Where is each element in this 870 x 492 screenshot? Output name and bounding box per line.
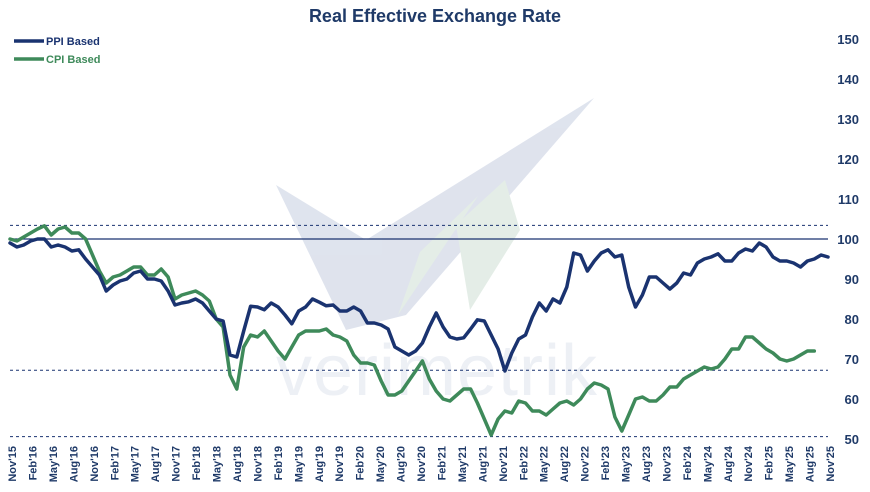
x-tick-label: Nov'21: [498, 446, 510, 482]
watermark-text: verimetrik: [276, 331, 598, 411]
x-tick-label: May'17: [130, 446, 142, 482]
y-axis-ticks: 50 60 70 80 90 100 110 120 130 140 150: [837, 32, 859, 447]
y-tick-label: 100: [837, 232, 859, 247]
x-tick-label: Nov'17: [171, 446, 183, 482]
y-tick-label: 60: [845, 392, 859, 407]
series-line-ppi: [8, 237, 830, 373]
watermark-logo: verimetrik: [276, 98, 598, 411]
x-tick-label: Feb'21: [436, 446, 448, 480]
x-tick-label: Aug'20: [396, 446, 408, 482]
legend-item-cpi: CPI Based: [14, 54, 100, 66]
x-tick-label: Nov'22: [580, 446, 592, 482]
y-tick-label: 70: [845, 352, 859, 367]
x-tick-label: Aug'25: [805, 446, 817, 482]
x-tick-label: Feb'22: [518, 446, 530, 480]
x-tick-label: May'24: [702, 445, 714, 482]
x-tick-label: Nov'20: [416, 446, 428, 482]
x-tick-label: Nov'18: [252, 446, 264, 482]
series-line-cpi: [8, 224, 817, 437]
x-tick-label: May'19: [293, 446, 305, 482]
x-tick-label: May'22: [539, 446, 551, 482]
x-tick-label: Feb'19: [273, 446, 285, 480]
x-tick-label: Nov'23: [661, 446, 673, 482]
x-tick-label: Aug'22: [559, 446, 571, 482]
x-tick-label: Aug'17: [150, 446, 162, 482]
x-tick-label: Nov'19: [334, 446, 346, 482]
x-tick-label: May'21: [457, 446, 469, 482]
x-tick-label: Aug'24: [723, 445, 735, 482]
y-tick-label: 120: [837, 152, 859, 167]
x-axis-ticks: Nov'15 Feb'16 May'16 Aug'16 Nov'16 Feb'17 May'…: [7, 445, 837, 482]
x-tick-label: Nov'25: [825, 446, 837, 482]
legend: PPI Based CPI Based: [14, 36, 100, 66]
x-tick-label: May'20: [375, 446, 387, 482]
x-tick-label: May'16: [48, 446, 60, 482]
legend-item-ppi: PPI Based: [14, 36, 100, 48]
x-tick-label: Nov'16: [89, 446, 101, 482]
x-tick-label: Aug'21: [477, 446, 489, 482]
x-tick-label: Nov'24: [743, 445, 755, 482]
y-tick-label: 130: [837, 112, 859, 127]
x-tick-label: Feb'18: [191, 446, 203, 480]
y-tick-label: 50: [845, 432, 859, 447]
y-tick-label: 110: [838, 192, 859, 207]
y-tick-label: 90: [845, 272, 859, 287]
y-tick-label: 150: [837, 32, 859, 47]
x-tick-label: Nov'15: [7, 446, 19, 482]
x-tick-label: May'23: [621, 446, 633, 482]
x-tick-label: Feb'25: [764, 446, 776, 480]
x-tick-label: Aug'18: [232, 446, 244, 482]
x-tick-label: Feb'16: [28, 446, 40, 480]
x-tick-label: May'18: [212, 446, 224, 482]
x-tick-label: Feb'24: [682, 445, 694, 480]
x-tick-label: Aug'23: [641, 446, 653, 482]
x-tick-label: May'25: [784, 446, 796, 482]
x-tick-label: Feb'20: [355, 446, 367, 480]
legend-label-cpi: CPI Based: [46, 54, 100, 66]
y-tick-label: 140: [837, 72, 859, 87]
x-tick-label: Aug'16: [68, 446, 80, 482]
x-tick-label: Aug'19: [314, 446, 326, 482]
series-lines: [8, 224, 830, 437]
y-tick-label: 80: [845, 312, 859, 327]
x-tick-label: Feb'17: [109, 446, 121, 480]
legend-label-ppi: PPI Based: [46, 36, 100, 48]
reference-lines: [10, 224, 828, 438]
chart-title: Real Effective Exchange Rate: [309, 6, 561, 26]
x-tick-label: Feb'23: [600, 446, 612, 480]
